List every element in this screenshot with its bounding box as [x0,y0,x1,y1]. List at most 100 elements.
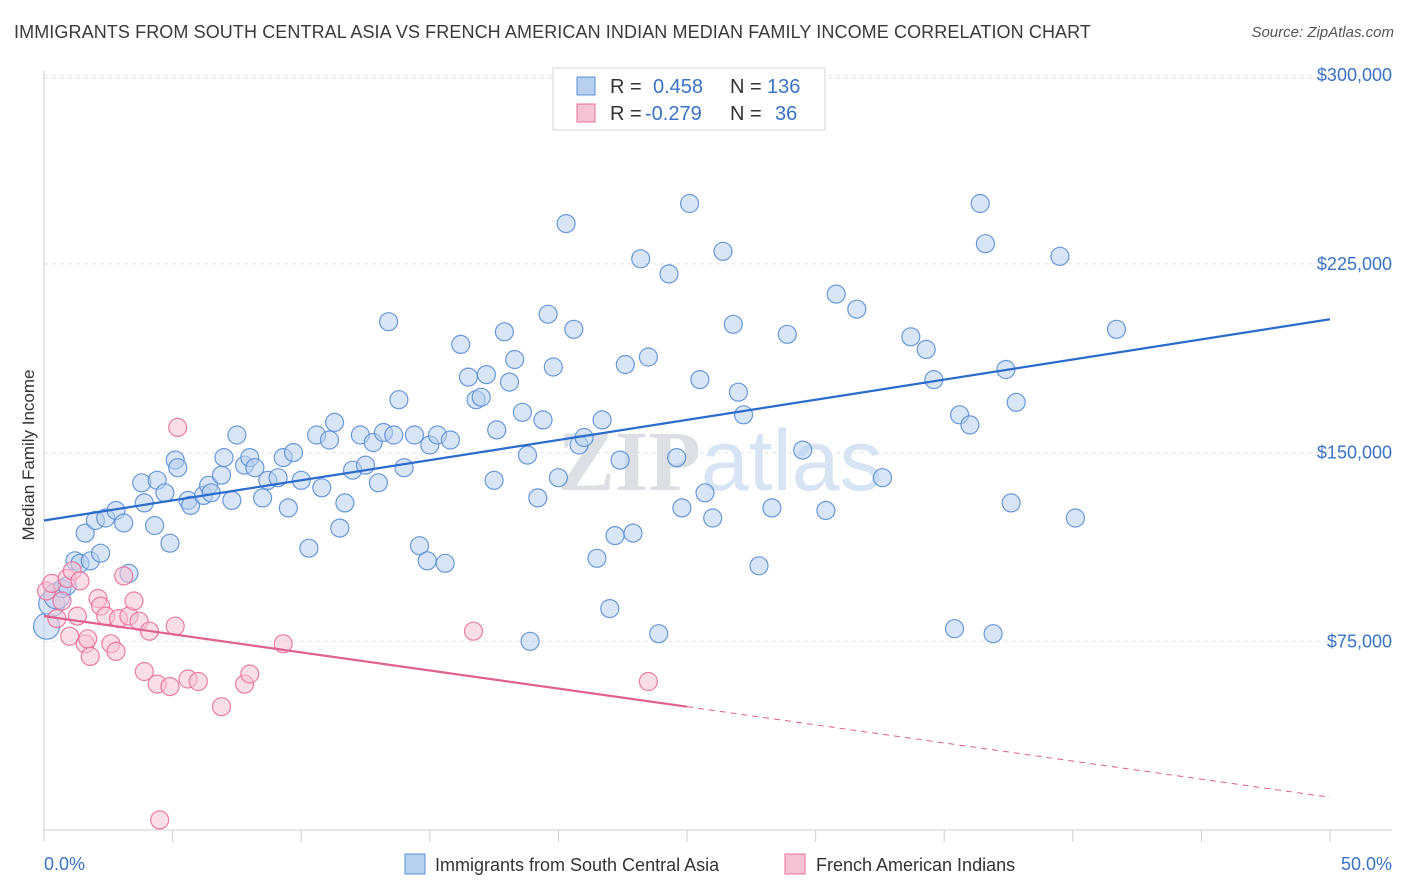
point-blue-115 [847,299,867,319]
point-blue-22 [168,458,188,478]
legend-row-blue: R = 0.458 N = 136 [610,76,800,98]
legend-n-label-blue: N = [730,76,762,98]
point-blue-110 [762,498,782,518]
point-blue-78 [520,631,540,651]
point-blue-107 [728,382,749,402]
point-blue-39 [278,498,298,518]
point-blue-13 [114,513,134,533]
point-blue-24 [181,495,201,515]
point-blue-76 [512,402,533,422]
point-blue-59 [404,425,424,445]
legend: R = 0.458 N = 136 R = -0.279 N = 36 [552,67,826,131]
point-blue-102 [690,370,710,390]
bottom-legend: Immigrants from South Central Asia Frenc… [404,853,1015,875]
legend-n-label-pink: N = [730,103,762,125]
trend-lines [43,318,1331,798]
point-blue-35 [253,488,273,508]
point-blue-84 [556,214,576,234]
legend-r-label-pink: R = [610,103,642,125]
trend-line-blue [43,318,1331,522]
point-pink-20 [124,591,144,611]
bottom-legend-label-pink: French American Indians [816,855,1015,875]
y-tick-label-1: $150,000 [1317,443,1392,463]
point-blue-7 [75,523,95,543]
point-blue-17 [145,515,165,536]
x-ticks [43,830,1331,842]
point-blue-71 [484,470,504,490]
axes [43,70,1392,831]
point-blue-42 [299,538,319,558]
point-pink-27 [165,616,185,636]
point-blue-108 [733,405,754,425]
legend-r-value-blue: 0.458 [653,76,703,98]
point-pink-28 [168,417,188,437]
point-blue-93 [615,354,635,375]
point-blue-100 [672,498,692,518]
point-pink-18 [114,566,134,586]
point-blue-81 [538,304,558,324]
point-pink-25 [150,810,170,830]
point-blue-111 [777,324,797,344]
point-pink-33 [240,664,260,684]
watermark-atlas: atlas [701,413,883,509]
y-tick-label-0: $75,000 [1327,631,1392,651]
point-pink-3 [52,591,72,611]
point-blue-114 [826,284,846,304]
point-blue-10 [90,543,111,563]
point-blue-106 [723,314,743,334]
point-blue-72 [487,420,507,440]
point-blue-46 [325,412,345,432]
point-blue-127 [1001,493,1021,513]
point-blue-48 [335,493,355,513]
point-pink-31 [211,697,232,717]
legend-swatch-pink [576,103,596,123]
point-blue-75 [505,349,525,370]
point-blue-125 [983,624,1003,644]
point-blue-99 [667,448,687,468]
point-blue-80 [533,410,553,430]
point-blue-82 [543,357,563,377]
point-blue-130 [1065,508,1086,528]
point-blue-120 [944,619,965,639]
point-blue-98 [659,264,679,284]
point-blue-90 [600,598,620,619]
point-pink-35 [463,621,484,641]
y-tick-label-3: $300,000 [1317,65,1392,85]
gridlines [44,74,1392,642]
point-blue-83 [548,468,569,488]
point-blue-85 [564,319,584,339]
point-blue-113 [816,500,836,521]
point-blue-60 [409,536,430,556]
legend-n-value-blue: 136 [767,76,800,98]
point-blue-91 [605,525,625,546]
point-pink-30 [188,671,208,692]
point-blue-101 [679,193,700,214]
point-blue-112 [793,440,813,460]
point-pink-8 [70,571,90,591]
point-blue-131 [1106,319,1127,339]
point-blue-58 [394,458,414,478]
legend-box [552,67,826,131]
point-blue-88 [587,548,607,568]
legend-r-label-blue: R = [610,76,642,98]
point-blue-40 [283,443,304,463]
point-pink-22 [134,661,154,682]
point-blue-67 [458,367,478,387]
source-label: Source: ZipAtlas.com [1251,24,1394,41]
point-blue-57 [389,390,409,410]
point-blue-77 [517,445,538,465]
point-pink-10 [78,629,98,649]
trend-line-pink [43,615,688,708]
series-blue-points [32,193,1127,651]
point-blue-122 [960,415,980,435]
point-blue-65 [440,430,460,450]
point-blue-96 [638,347,659,367]
y-tick-label-2: $225,000 [1317,254,1392,274]
point-blue-53 [368,473,388,493]
point-pink-16 [106,641,126,662]
point-pink-36 [638,671,659,692]
bottom-legend-label-blue: Immigrants from South Central Asia [435,855,720,875]
chart-title: IMMIGRANTS FROM SOUTH CENTRAL ASIA VS FR… [14,22,1092,42]
point-pink-11 [80,646,100,667]
